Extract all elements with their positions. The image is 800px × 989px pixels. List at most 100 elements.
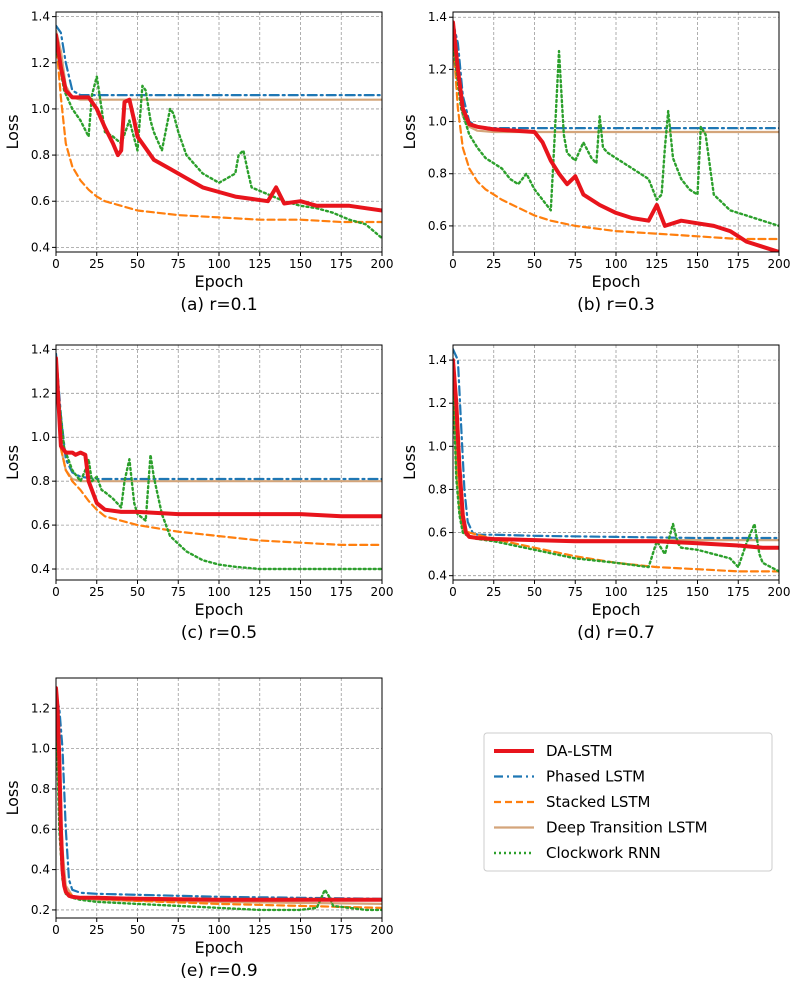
series-line-phased-lstm [453, 348, 779, 540]
x-tick-label: 100 [605, 585, 628, 599]
x-tick-label: 100 [208, 923, 231, 937]
series-line-da-lstm [56, 356, 382, 519]
y-tick-label: 1.2 [428, 396, 447, 410]
x-axis-label: Epoch [592, 272, 641, 291]
y-tick-label: 0.8 [31, 148, 50, 162]
y-tick-label: 1.4 [31, 342, 50, 356]
x-tick-label: 200 [371, 257, 394, 271]
y-tick-label: 0.6 [31, 822, 50, 836]
y-tick-label: 1.0 [31, 102, 50, 116]
x-tick-label: 100 [208, 585, 231, 599]
y-axis-label: Loss [3, 445, 22, 480]
x-tick-label: 0 [449, 257, 457, 271]
subfigure-caption: (e) r=0.9 [180, 961, 257, 981]
chart-panel-4: 0 25 50 75 100 125 150 175 200 0.2 0.4 0.6 0.8 1.0 1.2… [3, 677, 394, 981]
x-axis-label: Epoch [592, 600, 641, 619]
x-tick-label: 50 [527, 585, 542, 599]
y-tick-label: 0.4 [31, 240, 50, 254]
x-tick-label: 175 [330, 923, 353, 937]
subfigure-caption: (a) r=0.1 [180, 295, 257, 315]
y-tick-label: 0.6 [31, 194, 50, 208]
y-tick-label: 1.4 [428, 353, 447, 367]
x-tick-label: 100 [605, 257, 628, 271]
series-line-da-lstm [56, 33, 382, 213]
x-tick-label: 200 [768, 585, 791, 599]
series-line-phased-lstm [56, 24, 382, 97]
x-tick-label: 0 [52, 585, 60, 599]
x-tick-label: 75 [171, 923, 186, 937]
x-tick-label: 50 [130, 923, 145, 937]
y-tick-label: 1.0 [31, 742, 50, 756]
x-tick-label: 125 [248, 585, 271, 599]
subfigure-caption: (d) r=0.7 [577, 623, 655, 643]
chart-panel-3: 0 25 50 75 100 125 150 175 200 0.4 0.6 0.8 1.0 1.2 1.4… [400, 344, 791, 643]
series-group [453, 20, 779, 252]
x-axis-label: Epoch [195, 600, 244, 619]
y-tick-label: 0.4 [31, 863, 50, 877]
series-line-stacked-lstm [453, 36, 779, 241]
y-tick-label: 1.0 [428, 439, 447, 453]
x-tick-label: 50 [527, 257, 542, 271]
y-tick-label: 0.4 [428, 569, 447, 583]
subfigure-caption: (c) r=0.5 [181, 623, 257, 643]
x-tick-label: 25 [89, 923, 104, 937]
y-tick-label: 0.6 [428, 219, 447, 233]
x-tick-label: 50 [130, 257, 145, 271]
series-group [56, 352, 382, 571]
y-axis-label: Loss [400, 445, 419, 480]
y-tick-label: 1.2 [31, 386, 50, 400]
x-tick-label: 75 [568, 257, 583, 271]
x-tick-label: 0 [52, 257, 60, 271]
x-tick-label: 200 [371, 923, 394, 937]
series-line-clockwork-rnn [56, 707, 382, 912]
x-tick-label: 125 [248, 257, 271, 271]
y-tick-label: 0.6 [428, 526, 447, 540]
y-axis-label: Loss [3, 114, 22, 149]
x-tick-label: 125 [248, 923, 271, 937]
x-tick-label: 75 [568, 585, 583, 599]
chart-panel-0: 0 25 50 75 100 125 150 175 200 0.4 0.6 0.8 1.0 1.2 1.4… [3, 10, 393, 315]
y-tick-label: 0.8 [428, 167, 447, 181]
y-tick-label: 0.2 [31, 903, 50, 917]
y-tick-label: 0.4 [31, 562, 50, 576]
x-tick-label: 50 [130, 585, 145, 599]
y-tick-label: 1.4 [31, 10, 50, 24]
x-tick-label: 200 [371, 585, 394, 599]
legend-label: DA-LSTM [546, 742, 613, 760]
x-tick-label: 75 [171, 257, 186, 271]
legend: DA-LSTM Phased LSTM Stacked LSTM Deep Trans… [483, 732, 773, 872]
y-tick-label: 1.2 [31, 701, 50, 715]
series-group [56, 24, 382, 240]
x-tick-label: 200 [768, 257, 791, 271]
chart-panel-1: 0 25 50 75 100 125 150 175 200 0.6 0.8 1.0 1.2 1.4 Epo… [400, 10, 790, 315]
legend-label: Stacked LSTM [546, 793, 651, 811]
x-tick-label: 125 [645, 585, 668, 599]
y-tick-label: 0.8 [31, 474, 50, 488]
x-tick-label: 25 [486, 585, 501, 599]
legend-label: Clockwork RNN [546, 844, 661, 862]
y-tick-label: 0.8 [31, 782, 50, 796]
series-line-phased-lstm [56, 697, 382, 900]
series-group [56, 686, 382, 912]
y-tick-label: 1.2 [31, 56, 50, 70]
x-axis-label: Epoch [195, 272, 244, 291]
x-tick-label: 150 [686, 257, 709, 271]
y-axis-label: Loss [400, 114, 419, 149]
x-axis-label: Epoch [195, 938, 244, 957]
series-group [453, 348, 779, 573]
y-axis-label: Loss [3, 780, 22, 815]
x-tick-label: 175 [727, 585, 750, 599]
x-tick-label: 175 [330, 257, 353, 271]
y-tick-label: 1.2 [428, 62, 447, 76]
series-line-stacked-lstm [56, 38, 382, 224]
y-tick-label: 1.0 [428, 115, 447, 129]
legend-label: Deep Transition LSTM [546, 819, 708, 837]
subfigure-caption: (b) r=0.3 [577, 295, 655, 315]
x-tick-label: 25 [89, 585, 104, 599]
series-line-da-lstm [453, 20, 779, 252]
x-tick-label: 25 [486, 257, 501, 271]
series-line-stacked-lstm [56, 370, 382, 547]
y-tick-label: 1.4 [428, 10, 447, 24]
x-tick-label: 125 [645, 257, 668, 271]
